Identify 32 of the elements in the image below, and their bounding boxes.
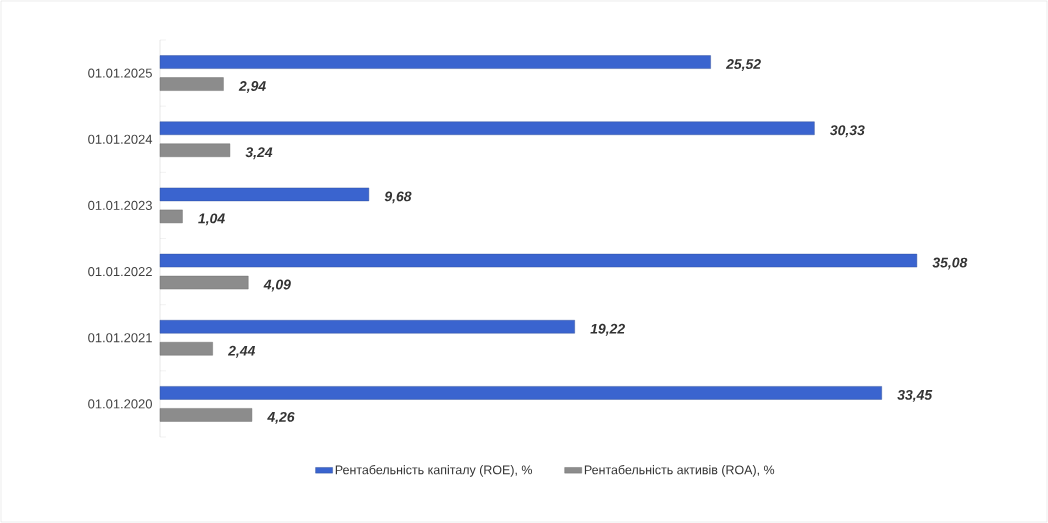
bar: [159, 342, 213, 356]
legend-label: Рентабельність капіталу (ROE), %: [335, 464, 533, 477]
bar: [159, 275, 249, 290]
data-label: 25,52: [725, 59, 761, 72]
bar: [159, 121, 815, 135]
bar: [159, 187, 370, 202]
y-tick-label: 01.01.2024: [88, 134, 153, 144]
y-tick-label: 01.01.2021: [88, 333, 152, 343]
y-tick-label: 01.01.2023: [88, 200, 152, 210]
data-label: 2,44: [227, 345, 256, 358]
data-label: 1,04: [198, 213, 225, 226]
data-label: 9,68: [384, 191, 412, 204]
data-label: 2,94: [238, 81, 266, 94]
data-label: 4,26: [267, 411, 295, 424]
bar: [159, 408, 253, 422]
bar: [159, 320, 575, 334]
legend-label: Рентабельність активів (ROA), %: [584, 464, 775, 477]
data-label: 3,24: [245, 147, 273, 160]
bar: [159, 209, 183, 224]
data-label: 33,45: [897, 389, 933, 402]
data-label: 19,22: [590, 323, 625, 336]
y-tick-label: 01.01.2025: [88, 68, 152, 78]
bar: [159, 386, 882, 400]
bar: [159, 55, 711, 69]
y-tick-label: 01.01.2020: [88, 399, 152, 409]
data-label: 35,08: [932, 257, 968, 270]
y-tick-label: 01.01.2022: [88, 266, 152, 277]
data-label: 30,33: [830, 125, 865, 138]
bar: [159, 143, 231, 157]
bar: [159, 77, 224, 91]
data-label: 4,09: [263, 279, 291, 292]
bar: [159, 253, 918, 268]
